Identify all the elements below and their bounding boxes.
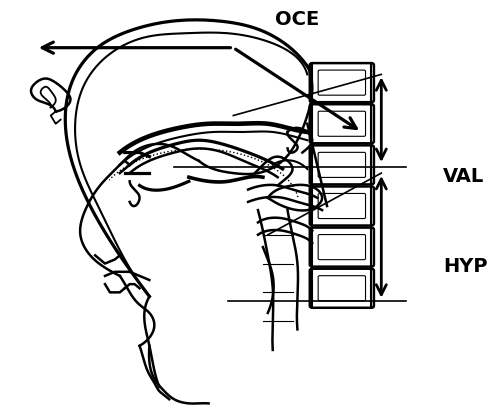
FancyBboxPatch shape	[318, 71, 366, 96]
FancyBboxPatch shape	[310, 64, 374, 103]
Text: HYP: HYP	[443, 256, 488, 275]
FancyBboxPatch shape	[310, 105, 374, 144]
FancyBboxPatch shape	[318, 153, 366, 178]
FancyBboxPatch shape	[318, 194, 366, 219]
FancyBboxPatch shape	[318, 276, 366, 301]
Text: OCE: OCE	[276, 10, 320, 29]
FancyBboxPatch shape	[310, 228, 374, 267]
FancyBboxPatch shape	[310, 187, 374, 226]
FancyBboxPatch shape	[310, 269, 374, 308]
FancyBboxPatch shape	[318, 235, 366, 260]
FancyBboxPatch shape	[310, 146, 374, 185]
FancyBboxPatch shape	[318, 112, 366, 137]
Text: VAL: VAL	[443, 166, 484, 185]
